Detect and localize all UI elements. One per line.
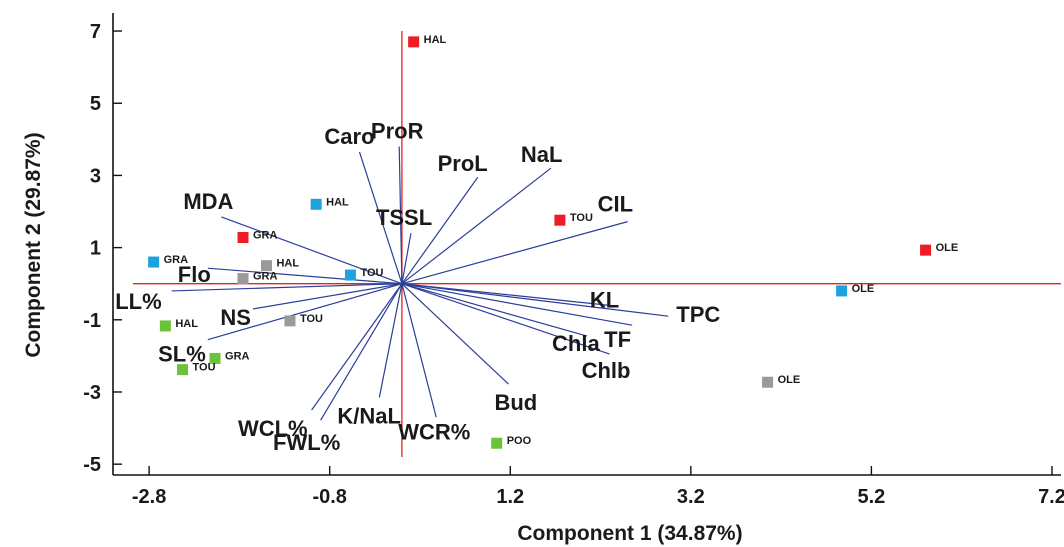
y-axis-title: Component 2 (29.87%): [22, 132, 45, 357]
sample-point-label: HAL: [276, 258, 299, 270]
loading-vector: [401, 233, 412, 284]
sample-point-label: GRA: [253, 271, 277, 283]
sample-point-label: POO: [507, 435, 532, 447]
x-tick-label: -2.8: [132, 486, 166, 508]
vector-label: Flo: [178, 262, 211, 287]
sample-point: [762, 376, 774, 388]
vector-label: LL%: [115, 289, 161, 314]
sample-point-label: OLE: [778, 374, 801, 386]
y-tick-label: -5: [83, 454, 101, 476]
vector-label: SL%: [158, 342, 206, 367]
vector-label: MDA: [183, 189, 233, 214]
sample-point-label: TOU: [570, 212, 593, 224]
vector-label: K/NaL: [337, 403, 401, 428]
sample-point-label: TOU: [193, 362, 216, 374]
x-tick-label: 1.2: [496, 486, 524, 508]
loading-vector: [401, 283, 669, 317]
sample-point-label: GRA: [253, 230, 277, 242]
x-tick-label: 3.2: [677, 486, 705, 508]
vector-label: WCL%: [238, 416, 308, 441]
sample-point-label: HAL: [326, 196, 349, 208]
x-tick-label: 5.2: [857, 486, 885, 508]
x-tick-label: -0.8: [312, 486, 346, 508]
sample-point: [344, 269, 356, 281]
loading-vector: [221, 216, 403, 285]
sample-point-label: GRA: [225, 350, 250, 362]
vector-label: TPC: [676, 302, 720, 327]
vector-label: Chla: [552, 331, 600, 356]
vector-label: ProR: [371, 119, 424, 144]
loading-vector: [401, 283, 509, 385]
loading-vector: [311, 283, 403, 411]
vector-label: WCR%: [398, 419, 470, 444]
vector-label: ProL: [438, 151, 488, 176]
x-axis-title: Component 1 (34.87%): [517, 522, 742, 545]
y-tick-label: -1: [83, 310, 101, 332]
loading-vector: [401, 176, 479, 285]
sample-point: [237, 273, 249, 285]
sample-point: [554, 214, 566, 226]
y-tick-label: 5: [90, 93, 101, 115]
x-tick-label: 7.2: [1038, 486, 1064, 508]
loading-vector: [207, 283, 403, 341]
vector-label: Bud: [494, 390, 537, 415]
sample-point: [237, 232, 249, 244]
vector-label: KL: [590, 287, 619, 312]
y-tick-label: 7: [90, 21, 101, 43]
sample-point: [148, 256, 160, 268]
vector-label: Chlb: [582, 358, 631, 383]
vector-label: TSSL: [376, 205, 432, 230]
vector-label: TF: [604, 327, 631, 352]
loading-vector: [401, 221, 628, 285]
loading-vector: [320, 283, 403, 421]
vector-label: CIL: [598, 192, 633, 217]
sample-point: [159, 320, 171, 332]
sample-point-label: OLE: [936, 242, 959, 254]
vector-label: Caro: [324, 124, 374, 149]
loading-vector: [207, 267, 402, 285]
sample-point-label: HAL: [175, 318, 198, 330]
sample-point-label: TOU: [300, 313, 323, 325]
loading-vector: [401, 167, 552, 285]
y-tick-label: 1: [90, 238, 101, 260]
vector-label: NS: [220, 305, 251, 330]
sample-point: [491, 437, 503, 449]
sample-point: [209, 352, 221, 364]
loading-vector: [358, 151, 403, 284]
sample-point: [310, 198, 322, 210]
sample-point-label: OLE: [852, 283, 875, 295]
sample-point-label: TOU: [360, 267, 383, 279]
sample-point: [408, 36, 420, 48]
vector-label: NaL: [521, 142, 563, 167]
loading-vector: [401, 283, 633, 326]
loading-vector: [171, 283, 402, 292]
loading-vector: [401, 283, 588, 337]
loading-vector: [398, 146, 403, 284]
sample-point-label: GRA: [164, 254, 189, 266]
sample-point: [260, 260, 272, 272]
loading-vector: [401, 283, 610, 355]
loading-vector: [401, 283, 610, 306]
loading-vector: [401, 283, 437, 418]
y-tick-label: -3: [83, 382, 101, 404]
loading-vector: [378, 283, 403, 398]
loading-vector: [252, 283, 403, 310]
y-tick-label: 3: [90, 165, 101, 187]
sample-point: [920, 244, 932, 256]
sample-point: [836, 285, 848, 297]
sample-point: [177, 364, 189, 376]
sample-point-label: HAL: [424, 34, 447, 46]
sample-point: [284, 315, 296, 327]
vector-label: FWL%: [273, 430, 340, 455]
